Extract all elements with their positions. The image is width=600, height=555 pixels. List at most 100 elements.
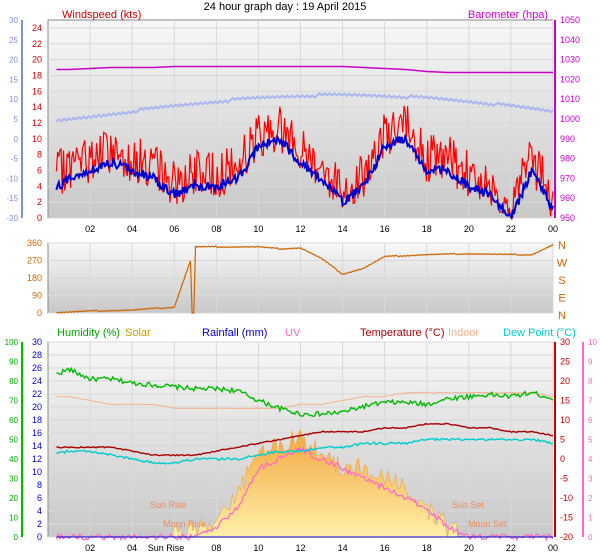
windspeed-gust-series-line [55, 105, 554, 219]
humidity-tick-label: 40 [9, 455, 18, 464]
uv-tick-label: 10 [588, 338, 597, 347]
rainfall-tick-label: 18 [32, 415, 42, 425]
rainfall-tick-label: 20 [32, 402, 42, 412]
temperature-tick-label: 5 [560, 435, 565, 445]
rainfall-tick-label: 14 [32, 441, 42, 451]
humidity-series-line [56, 366, 554, 418]
barometer-tick-label: 970 [560, 173, 575, 183]
sun-set-annotation: Sun Set [452, 500, 485, 510]
rainfall-tick-label: 6 [37, 493, 42, 503]
rainfall-label: Rainfall (mm) [202, 327, 267, 339]
barometer-tick-label: 1010 [560, 94, 580, 104]
temperature-tick-label: -5 [560, 474, 568, 484]
sun-rise-annotation: Sun Rise [150, 500, 187, 510]
rainfall-tick-label: 12 [32, 454, 42, 464]
temperature-tick-label: 10 [560, 415, 570, 425]
time-tick-label: 14 [338, 224, 348, 234]
humidity-tick-label: 60 [9, 416, 18, 425]
compass-label: S [558, 275, 565, 287]
wind-tick-label: 18 [32, 70, 42, 80]
time-tick-label: 22 [506, 224, 516, 234]
chart-title: 24 hour graph day : 19 April 2015 [204, 1, 367, 13]
time-tick-label: 14 [338, 543, 348, 553]
time-tick-label: 16 [380, 224, 390, 234]
time-tick-label: 08 [211, 224, 221, 234]
rainfall-tick-label: 8 [37, 480, 42, 490]
uv-tick-label: 7 [588, 397, 593, 406]
left-outer-tick-label: 0 [14, 135, 19, 144]
temperature-tick-label: 0 [560, 454, 565, 464]
humidity-label: Humidity (%) [57, 327, 120, 339]
time-tick-label: 00 [548, 224, 558, 234]
time-tick-label: 06 [169, 224, 179, 234]
rainfall-tick-label: 16 [32, 428, 42, 438]
uv-tick-label: 6 [588, 416, 593, 425]
moon-set-annotation: Moon Set [468, 519, 507, 529]
direction-grid [48, 242, 554, 314]
uv-tick-label: 2 [588, 494, 593, 503]
time-tick-label: 02 [85, 543, 95, 553]
direction-tick-label: 270 [27, 256, 42, 266]
time-tick-label: 10 [253, 224, 263, 234]
humidity-tick-label: 20 [9, 494, 18, 503]
wind-tick-label: 14 [32, 102, 42, 112]
barometer-tick-label: 960 [560, 193, 575, 203]
direction-tick-label: 0 [37, 308, 42, 318]
humidity-tick-label: 0 [14, 533, 19, 542]
direction-tick-label: 90 [32, 291, 42, 301]
direction-tick-label: 180 [27, 273, 42, 283]
barometer-tick-label: 1020 [560, 74, 580, 84]
left-outer-tick-label: -10 [6, 174, 18, 183]
barometer-tick-label: 1040 [560, 35, 580, 45]
wind-tick-label: 4 [37, 181, 42, 191]
wind-tick-label: 6 [37, 165, 42, 175]
humidity-tick-label: 10 [9, 514, 18, 523]
humidity-tick-label: 80 [9, 377, 18, 386]
wind-tick-label: 2 [37, 197, 42, 207]
humidity-tick-label: 50 [9, 436, 18, 445]
temperature-tick-label: 15 [560, 396, 570, 406]
wind-tick-label: 16 [32, 86, 42, 96]
time-tick-label: 04 [127, 224, 137, 234]
left-outer-tick-label: 25 [9, 36, 18, 45]
time-tick-label: 20 [464, 224, 474, 234]
dewpoint-label: Dew Point (°C) [503, 327, 576, 339]
direction-tick-label: 360 [27, 238, 42, 248]
temperature-tick-label: -15 [560, 513, 573, 523]
left-outer-tick-label: 15 [9, 75, 18, 84]
time-tick-label: 16 [380, 543, 390, 553]
rainfall-tick-label: 26 [32, 363, 42, 373]
left-outer-tick-label: 20 [9, 56, 18, 65]
rainfall-tick-label: 2 [37, 519, 42, 529]
uv-tick-label: 5 [588, 436, 593, 445]
time-tick-label: 02 [85, 224, 95, 234]
uv-tick-label: 3 [588, 475, 593, 484]
time-tick-label: 20 [464, 543, 474, 553]
wind-tick-label: 20 [32, 55, 42, 65]
time-tick-label: 08 [211, 543, 221, 553]
uv-tick-label: 9 [588, 358, 593, 367]
wind-baro-series [55, 65, 554, 221]
barometer-series-line [56, 65, 553, 74]
temperature-tick-label: 25 [560, 357, 570, 367]
barometer-tick-label: 950 [560, 213, 575, 223]
wind-direction-series-line [56, 244, 554, 314]
humidity-tick-label: 30 [9, 475, 18, 484]
solar-label: Solar [125, 327, 151, 339]
time-tick-label: 22 [506, 543, 516, 553]
windspeed-average-series-line [55, 133, 554, 221]
uv-tick-label: 8 [588, 377, 593, 386]
barometer-tick-label: 990 [560, 134, 575, 144]
uv-tick-label: 0 [588, 533, 593, 542]
uv-series-line [55, 446, 554, 542]
indoor-label: Indoor [448, 327, 480, 339]
compass-label: E [558, 293, 565, 305]
direction-series [56, 244, 554, 314]
barometer-tick-label: 980 [560, 154, 575, 164]
barometer-tick-label: 1030 [560, 55, 580, 65]
compass-label: N [558, 310, 566, 322]
time-tick-label: 12 [295, 224, 305, 234]
